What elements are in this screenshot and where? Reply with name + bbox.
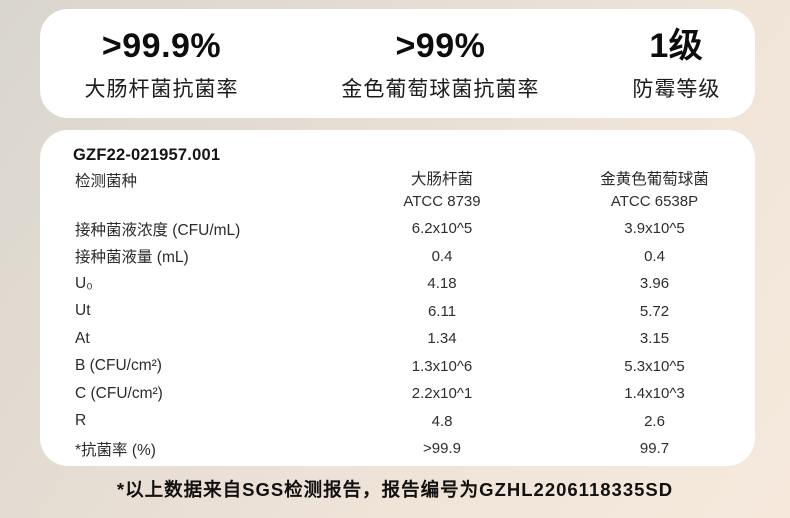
table-row: 接种菌液浓度 (CFU/mL) 6.2x10^5 3.9x10^5 — [40, 215, 755, 243]
row-value-staph: 3.15 — [639, 330, 670, 348]
row-label: R — [75, 412, 87, 430]
table-row: C (CFU/cm²) 2.2x10^1 1.4x10^3 — [40, 380, 755, 408]
row-label: U₀ — [75, 274, 93, 292]
row-value-staph: 1.4x10^3 — [624, 385, 685, 403]
row-value-ecoli: >99.9 — [423, 440, 461, 458]
table-row: R 4.8 2.6 — [40, 408, 755, 436]
stat-mould-label: 防霉等级 — [632, 78, 721, 102]
row-value-ecoli: 1.3x10^6 — [411, 357, 473, 375]
stat-staph: >99% 金色葡萄球菌抗菌率 — [283, 24, 598, 103]
row-value-staph: 3.9x10^5 — [624, 220, 685, 238]
table-row: At 1.34 3.15 — [40, 325, 755, 353]
row-value-ecoli: 2.2x10^1 — [411, 385, 473, 403]
row-label: *抗菌率 (%) — [75, 441, 156, 459]
table-row: U₀ 4.18 3.96 — [40, 270, 755, 298]
row-value-ecoli: 6.11 — [427, 302, 457, 320]
table-row: *抗菌率 (%) >99.9 99.7 — [40, 435, 755, 463]
row-value-staph: 5.3x10^5 — [624, 357, 685, 375]
stat-mould: 1级 防霉等级 — [598, 24, 755, 103]
row-value-ecoli: 1.34 — [427, 330, 457, 348]
stat-staph-label: 金色葡萄球菌抗菌率 — [341, 78, 540, 102]
stat-mould-value: 1级 — [649, 26, 704, 65]
table-row: 接种菌液量 (mL) 0.4 0.4 — [40, 243, 755, 271]
row-label: 接种菌液浓度 (CFU/mL) — [75, 221, 241, 239]
table-row: B (CFU/cm²) 1.3x10^6 5.3x10^5 — [40, 353, 755, 381]
row-value-ecoli: 4.8 — [431, 412, 453, 430]
row-label: 接种菌液量 (mL) — [75, 249, 189, 267]
row-label: Ut — [75, 302, 91, 320]
column-header-staph-name: 金黄色葡萄球菌 — [600, 171, 709, 188]
column-header-staph: 金黄色葡萄球菌 ATCC 6538P — [557, 169, 752, 212]
stat-ecoli-value: >99.9% — [101, 26, 222, 65]
row-value-ecoli: 6.2x10^5 — [411, 220, 473, 238]
report-card: GZF22-021957.001 检测菌种 大肠杆菌 ATCC 8739 金黄色… — [40, 130, 755, 466]
report-table: 检测菌种 大肠杆菌 ATCC 8739 金黄色葡萄球菌 ATCC 6538P 接… — [40, 167, 755, 463]
row-label: C (CFU/cm²) — [75, 384, 163, 402]
species-label: 检测菌种 — [75, 173, 138, 190]
row-value-ecoli: 0.4 — [431, 247, 453, 265]
column-header-staph-code: ATCC 6538P — [610, 193, 699, 210]
row-label: B (CFU/cm²) — [75, 357, 162, 375]
row-value-ecoli: 4.18 — [427, 275, 457, 293]
column-header-ecoli-name: 大肠杆菌 — [410, 171, 473, 188]
report-id: GZF22-021957.001 — [73, 146, 221, 164]
stat-ecoli-label: 大肠杆菌抗菌率 — [84, 78, 239, 102]
row-label: At — [75, 329, 90, 347]
table-header-row: 检测菌种 大肠杆菌 ATCC 8739 金黄色葡萄球菌 ATCC 6538P — [40, 167, 755, 215]
stats-card: >99.9% 大肠杆菌抗菌率 >99% 金色葡萄球菌抗菌率 1级 防霉等级 — [40, 9, 755, 118]
row-value-staph: 3.96 — [639, 275, 670, 293]
footer-note: *以上数据来自SGS检测报告，报告编号为GZHL2206118335SD — [116, 479, 674, 500]
row-value-staph: 99.7 — [639, 440, 670, 458]
stat-ecoli: >99.9% 大肠杆菌抗菌率 — [40, 24, 283, 103]
table-body: 接种菌液浓度 (CFU/mL) 6.2x10^5 3.9x10^5 接种菌液量 … — [40, 215, 755, 463]
row-value-staph: 5.72 — [639, 302, 670, 320]
column-header-ecoli: 大肠杆菌 ATCC 8739 — [327, 169, 557, 212]
row-value-staph: 0.4 — [644, 247, 665, 265]
column-header-ecoli-code: ATCC 8739 — [403, 193, 481, 210]
stat-staph-value: >99% — [395, 26, 486, 65]
table-row: Ut 6.11 5.72 — [40, 298, 755, 326]
row-value-staph: 2.6 — [644, 412, 665, 430]
